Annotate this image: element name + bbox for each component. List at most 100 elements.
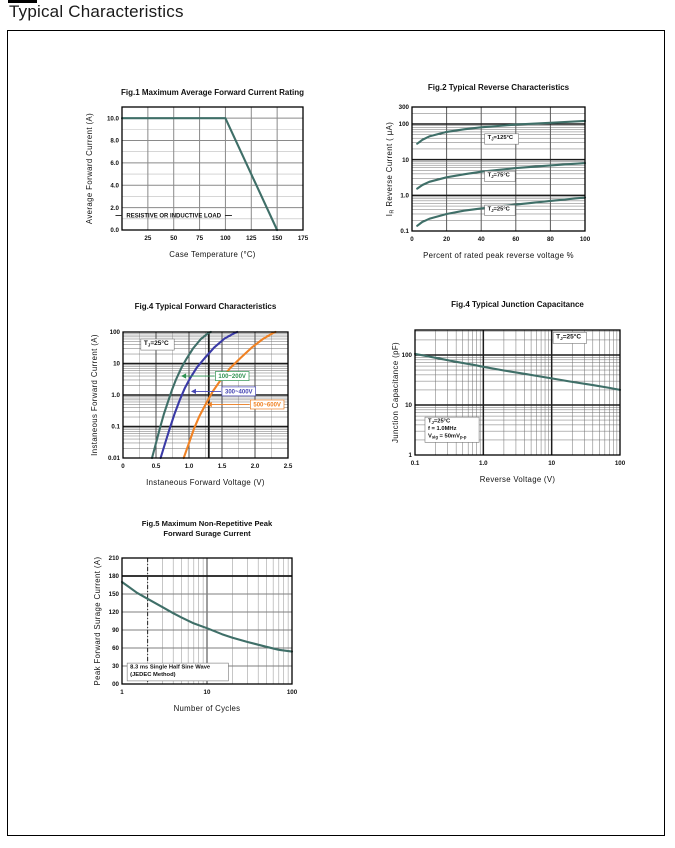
y-tick-label: 150 [109,591,120,598]
series-reverse-current-tj-125C [416,119,587,145]
annotation-box [215,371,250,381]
figure-fig2: Fig.2 Typical Reverse Characteristics Per… [378,78,673,278]
x-tick-label: 100 [615,460,626,467]
x-tick-label: 0.1 [411,460,420,467]
chart-svg-fig5: Fig.5 Maximum Non-Repetitive PeakForward… [93,519,298,713]
figure-fig4b: Fig.4 Typical Junction Capacitance Revers… [388,296,673,491]
y-tick-label: 1 [409,452,413,459]
y-tick-label: 00 [112,681,119,688]
x-tick-label: 1.5 [218,463,227,470]
annotation-box [424,416,480,443]
annotation-box [140,338,175,351]
chart-svg-fig1: Fig.1 Maximum Average Forward Current Ra… [85,88,309,259]
y-tick-label: 10 [113,361,120,368]
y-tick-label: 1.0 [111,392,120,399]
x-tick-label: 100 [580,236,591,243]
y-tick-label: 4.0 [110,182,119,189]
annotation-text: f = 1.0MHz [428,426,457,432]
annotation-text: TJ=125°C [488,135,514,141]
x-tick-label: 1 [120,689,124,696]
y-tick-label: 300 [399,104,410,111]
x-tick-label: 1.0 [185,463,194,470]
x-tick-label: 10 [204,689,211,696]
x-tick-label: 50 [170,235,177,242]
annotation-arrowhead [190,388,196,395]
figure-fig5: Fig.5 Maximum Non-Repetitive Peak Forward… [52,516,362,721]
annotation-arrowhead [181,373,187,379]
x-axis-label: Reverse Voltage (V) [480,475,556,484]
x-tick-label: 20 [443,236,450,243]
header-bar-fragment [8,0,37,3]
y-tick-label: 120 [109,609,120,616]
plot-border [121,106,304,231]
y-tick-label: 10 [405,402,412,409]
series-reverse-current-tj-75C [416,162,587,190]
y-axis-label: Instaneous Forward Current (A) [90,334,99,456]
series-peak-forward-surge-current [120,580,294,653]
annotation-text: Vsig = 50mVp-p [428,433,467,439]
chart-title: Fig.4 Typical Forward Characteristics [135,302,277,311]
x-tick-label: 2.5 [284,463,293,470]
annotation-text: 300~400V [225,390,253,396]
x-tick-label: 75 [196,235,203,242]
annotation-text: 8.3 ms Single Half Sine Wave [130,665,211,671]
x-tick-label: 80 [547,236,554,243]
chart-svg-fig2: Fig.2 Typical Reverse Characteristics Per… [385,83,591,260]
series-vf-100-200V [150,330,212,460]
y-tick-label: 100 [399,121,410,128]
plot-border [121,557,293,685]
x-tick-label: 1.0 [479,460,488,467]
x-tick-label: 2.0 [251,463,260,470]
y-tick-label: 100 [110,329,121,336]
y-tick-label: 0.01 [108,455,121,462]
plot-border [122,331,289,459]
x-tick-label: 0 [121,463,125,470]
x-tick-label: 125 [246,235,257,242]
annotation-arrowhead [206,401,212,408]
figure-fig4a: Fig.4 Typical Forward Characteristics Ins… [52,296,362,496]
x-tick-label: 175 [298,235,309,242]
plot-border [411,106,586,232]
annotation-text: (JEDEC Method) [130,672,175,678]
y-tick-label: 10.0 [107,115,120,122]
x-tick-label: 0.5 [152,463,161,470]
annotation-text: 500~600V [253,403,281,409]
annotation-text: RESISTIVE OR INDUCTIVE LOAD [126,213,221,219]
chart-title: Fig.4 Typical Junction Capacitance [451,300,584,309]
y-tick-label: 100 [402,352,413,359]
y-tick-label: 90 [112,627,119,634]
x-tick-label: 10 [548,460,555,467]
series-reverse-current-tj-25C [416,196,587,227]
annotation-text: TJ=25°C [428,419,451,425]
x-tick-label: 40 [478,236,485,243]
x-axis-label: Instaneous Forward Voltage (V) [146,478,265,487]
annotation-text: 100~200V [218,374,246,380]
y-axis-label: Peak Forward Surage Current (A) [93,557,102,686]
x-axis-label: Number of Cycles [174,704,241,713]
y-axis-label: Junction Capacitance (pF) [391,342,400,443]
x-tick-label: 150 [272,235,283,242]
chart-title: Fig.2 Typical Reverse Characteristics [428,83,570,92]
annotation-box [221,386,256,397]
annotation-box [126,662,229,682]
chart-svg-fig4a: Fig.4 Typical Forward Characteristics Ins… [90,302,293,487]
y-tick-label: 60 [112,645,119,652]
x-tick-label: 25 [144,235,151,242]
y-tick-label: 0.1 [111,424,120,431]
chart-svg-fig4b: Fig.4 Typical Junction Capacitance Revers… [391,300,626,484]
annotation-box [484,133,519,145]
y-tick-label: 0.1 [400,228,409,235]
y-axis-label: Average Forward Current (A) [85,113,94,224]
annotation-text: TJ=75°C [488,173,511,179]
x-axis-label: Case Temperature (°C) [169,250,256,259]
y-tick-label: 10 [402,157,409,164]
page-title: Typical Characteristics [9,2,184,21]
y-tick-label: 30 [112,663,119,670]
x-tick-label: 100 [287,689,298,696]
figure-fig1: Fig.1 Maximum Average Forward Current Ra… [28,82,338,277]
x-tick-label: 0 [410,236,414,243]
y-axis-label: IR Reverse Current ( μA) [385,122,396,216]
annotation-text: TJ=25°C [556,332,581,340]
plot-border [414,329,621,456]
annotation-box [250,399,285,410]
